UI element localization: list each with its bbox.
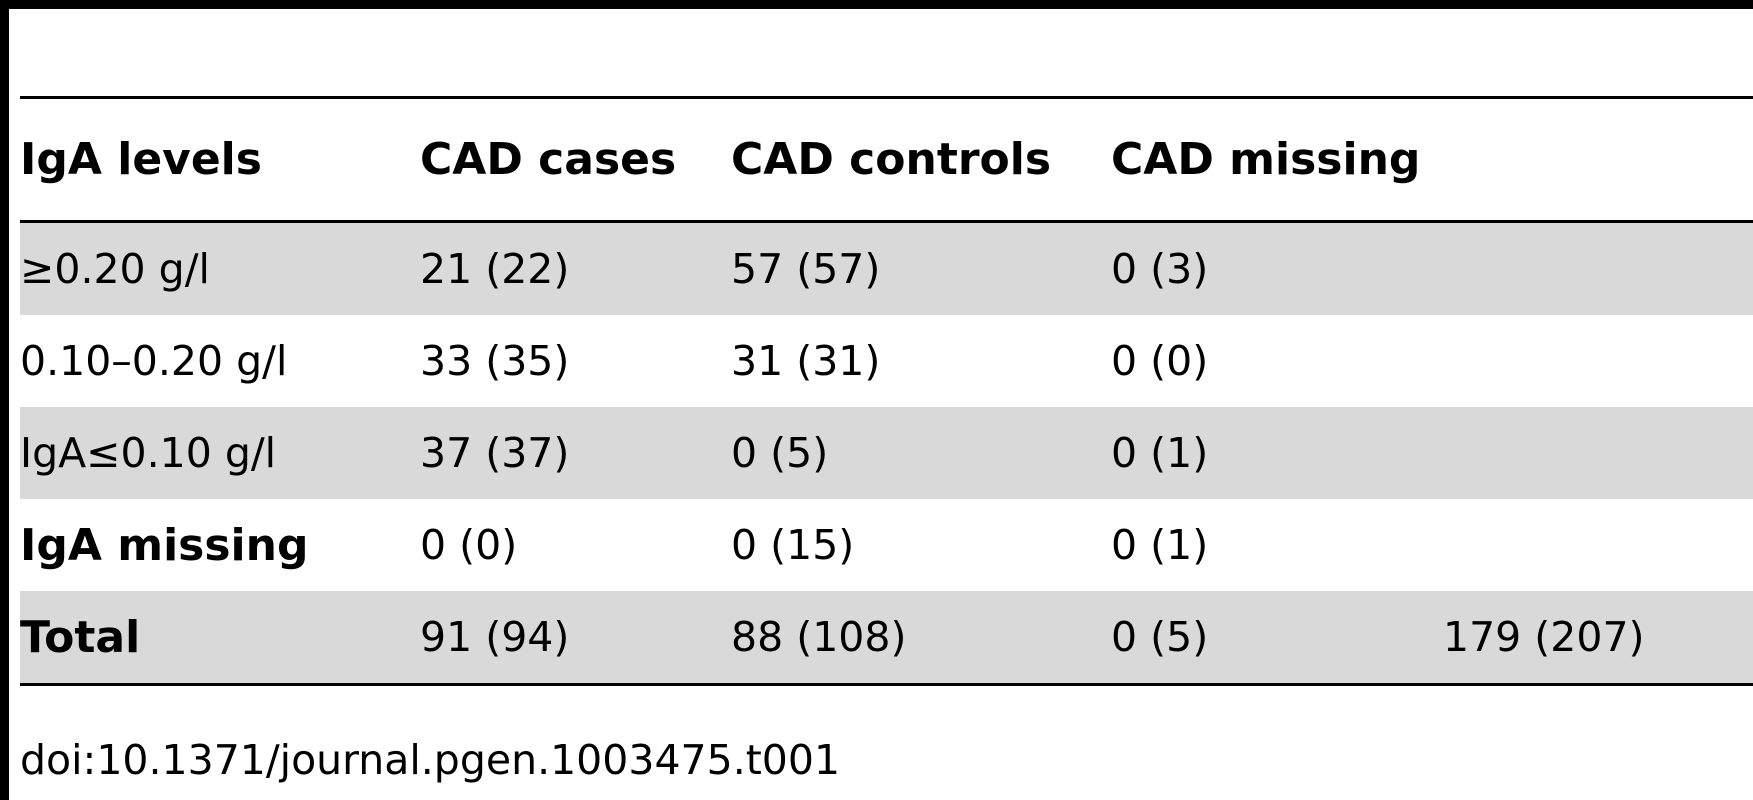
cad-controls-cell: 0 (15)	[731, 521, 855, 569]
table-row: ≥0.20 g/l 21 (22) 57 (57) 0 (3)	[20, 221, 1753, 315]
cad-missing-cell: 0 (5)	[1111, 591, 1443, 685]
total-cell: 179 (207)	[1443, 591, 1753, 685]
table-row: IgA≤0.10 g/l 37 (37) 0 (5) 0 (1)	[20, 407, 1753, 499]
cad-cases-cell: 21 (22)	[420, 221, 731, 315]
cad-missing-cell: 0 (0)	[1111, 337, 1209, 385]
cad-cases-cell: 0 (0)	[420, 521, 518, 569]
data-table-container: IgA levels CAD cases CAD controls CAD mi…	[20, 96, 1753, 686]
cad-controls-cell: 88 (108)	[731, 591, 1111, 685]
table-row: 0.10–0.20 g/l 33 (35) 31 (31) 0 (0)	[20, 315, 1753, 407]
header-cad-controls: CAD controls	[731, 134, 1052, 185]
doi-footnote: doi:10.1371/journal.pgen.1003475.t001	[20, 736, 841, 784]
cad-controls-cell: 0 (5)	[731, 407, 1111, 499]
total-cell	[1443, 407, 1753, 499]
header-iga-levels: IgA levels	[20, 134, 262, 185]
left-rule	[0, 0, 9, 800]
header-total	[1443, 98, 1753, 222]
cad-missing-cell: 0 (1)	[1111, 407, 1443, 499]
cad-controls-cell: 57 (57)	[731, 221, 1111, 315]
total-cell	[1443, 221, 1753, 315]
cad-controls-cell: 31 (31)	[731, 337, 881, 385]
table-row-total: Total 91 (94) 88 (108) 0 (5) 179 (207)	[20, 591, 1753, 685]
iga-cad-table: IgA levels CAD cases CAD controls CAD mi…	[20, 96, 1753, 686]
row-label: 0.10–0.20 g/l	[20, 337, 288, 385]
cad-missing-cell: 0 (1)	[1111, 521, 1209, 569]
row-label: ≥0.20 g/l	[20, 221, 420, 315]
cad-cases-cell: 37 (37)	[420, 407, 731, 499]
header-cad-missing: CAD missing	[1111, 134, 1421, 185]
top-rule	[0, 0, 1753, 9]
row-label: Total	[20, 591, 420, 685]
cad-missing-cell: 0 (3)	[1111, 221, 1443, 315]
cad-cases-cell: 33 (35)	[420, 337, 570, 385]
table-header-row: IgA levels CAD cases CAD controls CAD mi…	[20, 97, 1753, 222]
header-cad-cases: CAD cases	[420, 134, 677, 185]
total-cell	[1443, 315, 1753, 407]
row-label: IgA missing	[20, 519, 309, 571]
total-cell	[1443, 499, 1753, 591]
cad-cases-cell: 91 (94)	[420, 591, 731, 685]
row-label: IgA≤0.10 g/l	[20, 407, 420, 499]
table-row: IgA missing 0 (0) 0 (15) 0 (1)	[20, 499, 1753, 591]
